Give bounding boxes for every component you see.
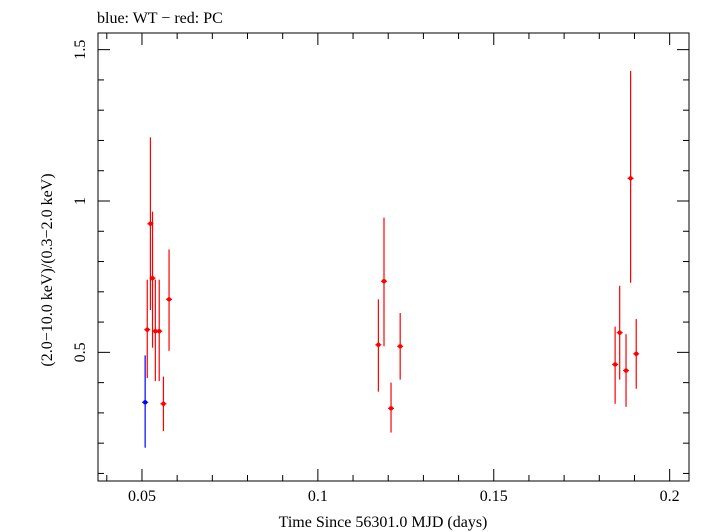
x-tick-label: 0.15 <box>480 488 508 505</box>
plot-frame <box>97 32 690 482</box>
data-point <box>634 351 639 357</box>
data-point <box>397 344 403 349</box>
y-tick-label: 1 <box>72 197 89 205</box>
y-axis-ticks: 0.5 1 1.5 <box>72 40 689 474</box>
data-series <box>142 70 640 448</box>
y-tick-label: 0.5 <box>72 342 89 362</box>
data-point <box>628 176 633 181</box>
x-tick-label: 0.05 <box>128 488 156 505</box>
x-axis-label: Time Since 56301.0 MJD (days) <box>279 514 488 531</box>
data-point <box>166 297 172 302</box>
x-tick-label: 0.1 <box>308 488 328 505</box>
data-point <box>150 275 155 281</box>
data-point <box>161 401 166 407</box>
data-point <box>617 330 622 335</box>
x-tick-label: 0.2 <box>660 488 680 505</box>
data-point <box>612 362 618 367</box>
data-point <box>381 279 387 284</box>
data-point <box>376 342 381 347</box>
data-point <box>153 328 158 334</box>
series-wt <box>142 355 149 448</box>
data-point <box>388 406 394 411</box>
x-axis-ticks: 0.05 0.1 0.15 0.2 <box>106 33 680 505</box>
chart-title: blue: WT − red: PC <box>97 10 223 27</box>
data-point <box>148 221 153 226</box>
y-axis-label: (2.0−10.0 keV)/(0.3−2.0 keV) <box>39 173 56 366</box>
series-pc <box>144 70 640 433</box>
data-point <box>157 328 162 334</box>
data-point <box>142 400 148 405</box>
y-tick-label: 1.5 <box>72 40 89 60</box>
data-point <box>623 368 629 373</box>
data-point <box>145 327 150 332</box>
